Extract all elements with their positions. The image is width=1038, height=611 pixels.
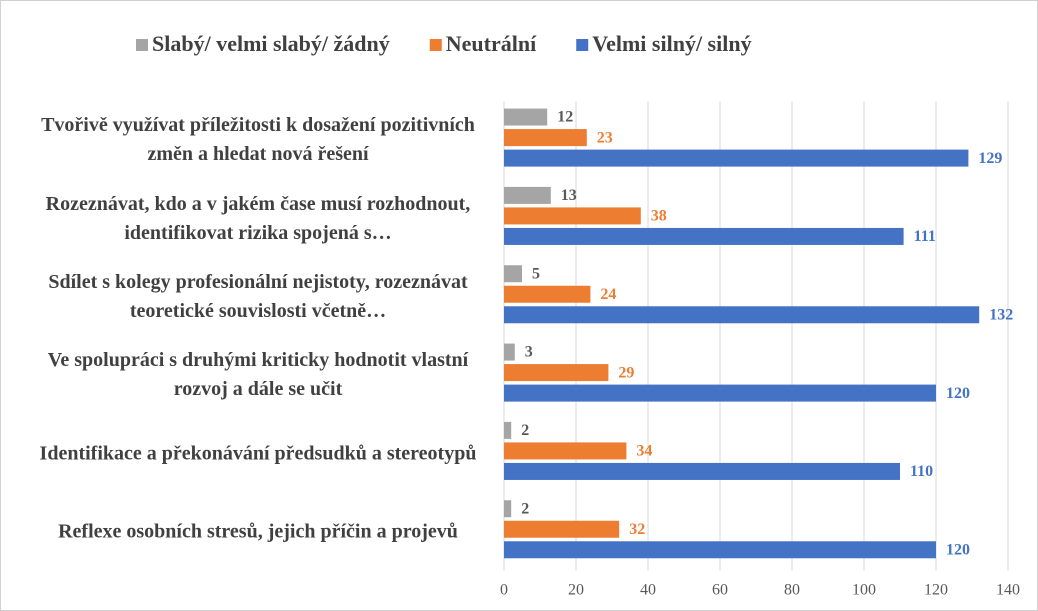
data-label: 23 [597, 129, 613, 146]
data-label: 13 [561, 187, 577, 204]
bar [504, 108, 548, 126]
data-label: 12 [557, 109, 573, 126]
x-tick-label: 140 [996, 582, 1020, 599]
x-tick-label: 80 [784, 582, 800, 599]
bar [504, 421, 512, 439]
x-tick-label: 60 [712, 582, 728, 599]
x-tick-label: 100 [852, 582, 876, 599]
data-label: 32 [629, 521, 645, 538]
data-label: 129 [978, 150, 1002, 167]
data-label: 38 [651, 208, 667, 225]
y-tick-label: Ve spolupráci s druhými kriticky hodnoti… [47, 349, 469, 401]
data-label: 2 [521, 500, 529, 517]
data-label: 120 [946, 541, 970, 558]
y-tick-label: Reflexe osobních stresů, jejich příčin a… [58, 520, 458, 543]
data-label: 24 [600, 286, 616, 303]
x-tick-label: 0 [500, 582, 508, 599]
data-label: 2 [521, 422, 529, 439]
bar [504, 364, 609, 382]
data-label: 132 [989, 306, 1013, 323]
legend-label: Velmi silný/ silný [592, 31, 751, 56]
x-tick-label: 40 [640, 582, 656, 599]
legend-swatch [136, 39, 148, 51]
x-tick-label: 120 [924, 582, 948, 599]
bar [504, 520, 620, 538]
data-label: 110 [910, 463, 933, 480]
legend-swatch [429, 39, 442, 51]
legend-swatch [576, 39, 589, 51]
y-tick-label: Rozeznávat, kdo a v jakém čase musí rozh… [45, 192, 471, 244]
bar [504, 227, 904, 245]
bar [504, 343, 515, 361]
bar [504, 462, 900, 480]
data-label: 34 [636, 443, 652, 460]
y-tick-label: Identifikace a překonávání předsudků a s… [39, 442, 477, 464]
data-label: 111 [914, 228, 936, 245]
bar [504, 541, 936, 559]
y-tick-label: Sdílet s kolegy profesionální nejistoty,… [48, 270, 468, 322]
bar [504, 129, 587, 147]
legend-label: Slabý/ velmi slabý/ žádný [152, 31, 390, 56]
bar [504, 500, 512, 518]
y-tick-label: Tvořivě využívat příležitosti k dosažení… [41, 114, 475, 166]
legend-label: Neutrální [446, 31, 537, 56]
bar [504, 265, 522, 283]
data-label: 29 [618, 364, 634, 381]
data-label: 3 [525, 344, 533, 361]
bar [504, 384, 936, 402]
data-label: 120 [946, 385, 970, 402]
bar [504, 285, 591, 303]
data-label: 5 [532, 265, 540, 282]
bar [504, 207, 641, 225]
bar [504, 186, 551, 204]
bar [504, 149, 969, 167]
bar [504, 442, 627, 460]
x-tick-label: 20 [568, 582, 584, 599]
bar [504, 306, 980, 324]
